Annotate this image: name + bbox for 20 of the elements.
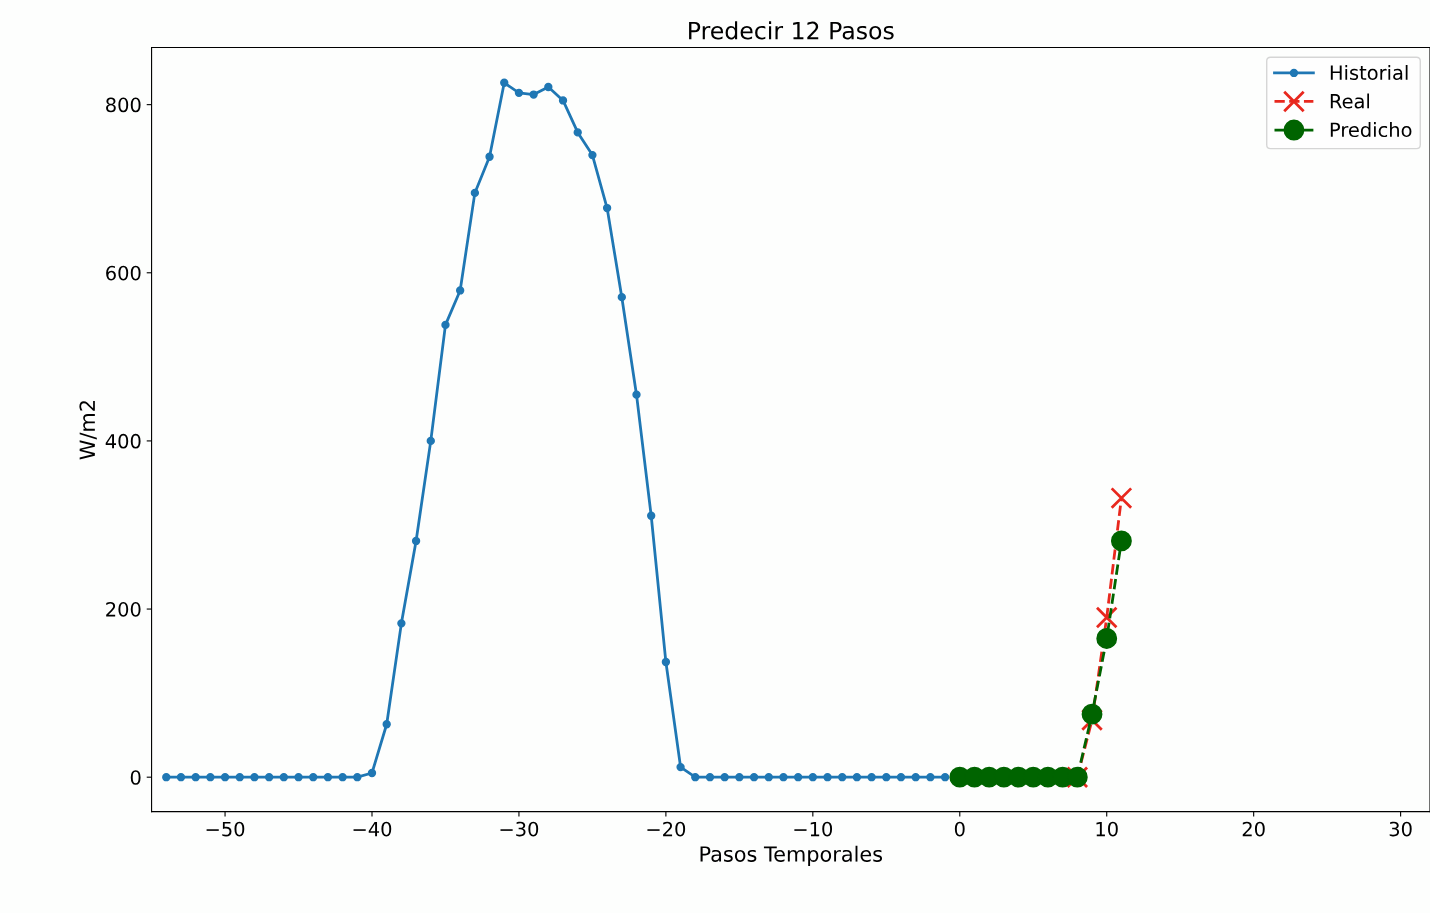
legend-label: Real <box>1330 93 1370 109</box>
y-tick-label: 800 <box>106 97 141 113</box>
legend-label: Historial <box>1330 64 1408 81</box>
x-tick-label: −10 <box>794 821 833 837</box>
x-tick-label: 10 <box>1096 821 1118 837</box>
y-tick-label: 0 <box>130 770 141 785</box>
x-tick-label: −40 <box>353 821 392 837</box>
x-tick-label: 20 <box>1242 821 1265 837</box>
x-tick-label: −30 <box>500 821 539 837</box>
x-tick-label: 0 <box>954 821 965 837</box>
chart-title: Predecir 12 Pasos <box>689 21 894 40</box>
x-tick-label: −50 <box>206 821 245 837</box>
x-tick-label: 30 <box>1389 821 1412 837</box>
legend-label: Predicho <box>1330 122 1412 138</box>
y-tick-label: 200 <box>106 602 141 617</box>
y-tick-label: 600 <box>106 265 141 281</box>
y-tick-label: 400 <box>105 433 141 449</box>
y-axis-title: W/m2 <box>79 401 97 460</box>
x-axis-title: Pasos Temporales <box>700 845 883 866</box>
x-tick-label: −20 <box>647 821 686 837</box>
